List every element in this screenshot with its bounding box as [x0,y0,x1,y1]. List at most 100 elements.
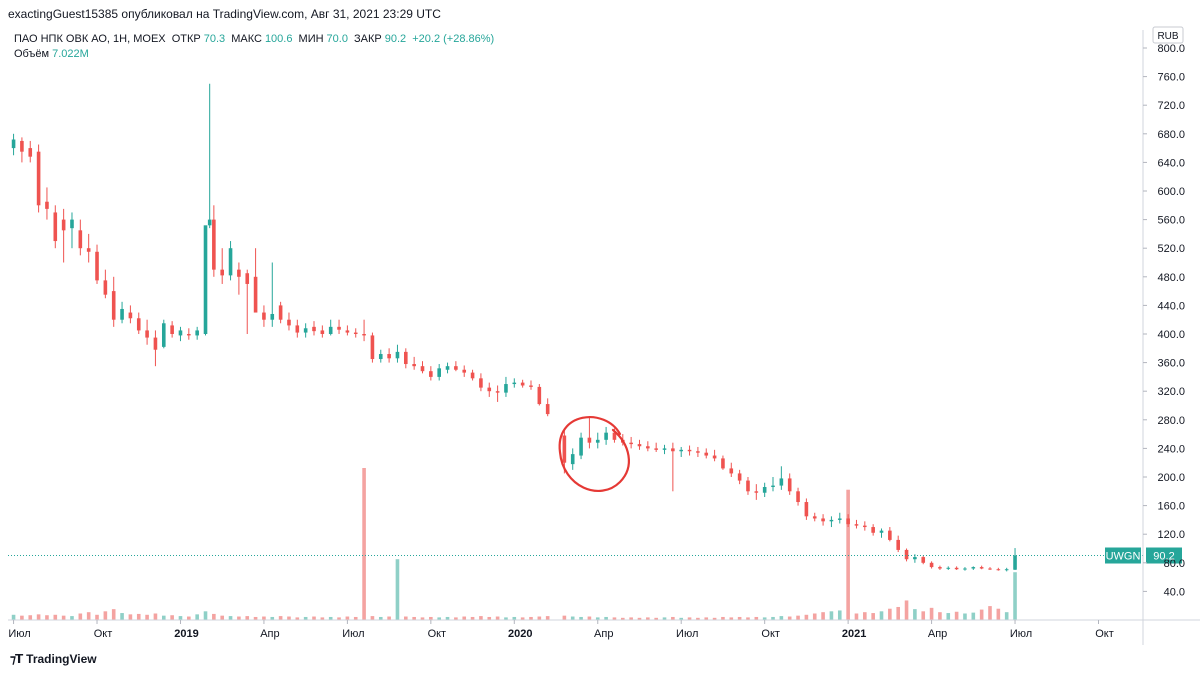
volume-label: Объём [14,48,50,60]
publish-header: exactingGuest15385 опубликовал на Tradin… [8,7,441,21]
candle-body [203,225,208,334]
volume-bar [395,559,400,620]
volume-bar [420,617,425,620]
y-tick-label: 160.0 [1157,501,1185,513]
volume-bar [729,617,734,620]
candle-body [404,351,408,365]
candle-body [1004,569,1009,571]
volume-bar [78,613,83,620]
candle-body [187,334,191,336]
volume-bar [170,615,174,620]
candle-body [587,437,592,443]
candle-body [929,562,934,568]
volume-bar [445,616,450,620]
candle-body [245,273,250,284]
candle-body [996,569,1001,571]
volume-bar [95,614,99,620]
currency-badge [1152,26,1184,44]
change-value: +20.2 (+28.86%) [412,33,495,45]
volume-bar [253,616,258,620]
y-tick-label: 280.0 [1157,415,1185,427]
x-tick-label: 2021 [842,628,866,640]
volume-bar [161,615,166,620]
last-price-badge [1146,547,1182,564]
candle-body [287,319,291,326]
candle-body [529,385,533,387]
candle-body [111,291,116,320]
volume-bar [871,613,875,620]
volume-bar [437,617,441,620]
candle-body [579,437,583,456]
volume-bar [378,616,383,620]
symbol-info: ПАО НПК ОВК АО, 1Н, MOEX ОТКР 70.3 МАКС 10… [14,33,497,45]
volume-bar [454,617,458,620]
volume-bar [153,613,158,620]
volume-bar [612,617,617,620]
volume-info: Объём 7.022M [14,48,89,60]
tradingview-brand[interactable]: ⁊𝗧 TradingView [10,652,97,666]
candle-body [863,525,867,528]
y-tick-label: 560.0 [1157,215,1185,227]
candle-body [1013,555,1017,570]
candles [11,83,1017,572]
candle-body [787,478,792,492]
volume-bar [345,616,350,620]
candle-body [278,305,283,320]
volume-bar [237,616,241,620]
candle-body [195,330,199,336]
candle-body [604,432,608,440]
candle-body [504,384,508,393]
volume-bar [620,617,625,620]
symbol-name[interactable]: ПАО НПК ОВК АО, 1Н, MOEX [14,33,166,45]
volume-bar [28,615,33,620]
candle-body [679,449,684,452]
candle-body [370,335,375,360]
candle-body [879,530,884,533]
x-tick-label: Июл [1010,628,1032,640]
candle-body [771,485,775,488]
candle-body [103,280,108,295]
y-tick-label: 520.0 [1157,243,1185,255]
x-tick-label: Окт [428,628,447,640]
volume-bar [512,616,517,620]
volume-bar [270,616,275,620]
volume-bar [53,614,58,620]
candle-body [378,354,383,360]
volume-bar [879,611,884,620]
candle-body [353,332,358,334]
x-tick-label: Апр [928,628,947,640]
candle-body [28,148,33,157]
candle-body [712,455,717,459]
y-tick-label: 80.0 [1164,558,1185,570]
volume-bar [529,616,533,620]
volume-bar [654,617,658,620]
brand-label: TradingView [26,652,97,666]
volume-bar [262,616,266,620]
candle-body [387,354,391,359]
volume-bar [1004,612,1009,620]
volume-bar [187,616,191,620]
candle-body [754,491,759,493]
high-value: 100.6 [264,33,293,45]
candle-body [662,448,667,450]
volume-bar [328,616,333,620]
candle-body [20,140,24,152]
volume-bar [11,614,16,620]
candle-body [207,219,212,226]
volume-value: 7.022M [52,48,89,60]
candle-body [312,326,316,332]
candle-body [729,468,734,474]
candle-body [921,557,926,563]
candle-body [61,219,66,231]
volume-bar [629,617,633,620]
candle-body [687,449,692,452]
x-tick-label: Июл [8,628,30,640]
annotation-circle [558,416,630,492]
volume-bars [11,468,1017,620]
candle-body [145,330,149,338]
candle-body [303,328,308,333]
volume-bar [545,616,550,620]
volume-bar [804,614,809,620]
